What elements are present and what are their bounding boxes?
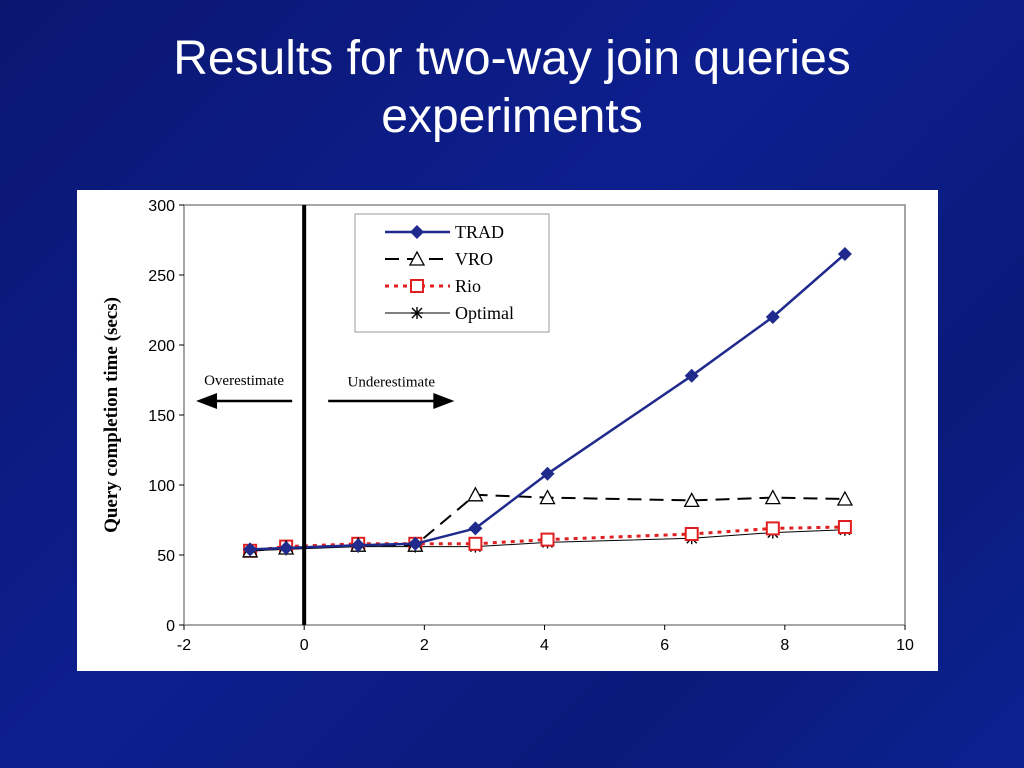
x-tick-label: 8 — [780, 637, 789, 654]
rio-square-marker — [837, 520, 852, 534]
legend-box — [354, 213, 550, 333]
trad-diamond-marker — [410, 225, 424, 239]
x-tick-label: 4 — [540, 637, 549, 654]
trad-diamond-marker — [684, 368, 699, 383]
chart-annotations: Overestimate Underestimate — [196, 205, 455, 625]
vro-triangle-marker — [467, 486, 484, 502]
x-tick-label: 10 — [896, 637, 914, 654]
trad-diamond-marker — [540, 466, 555, 481]
rio-square-marker — [765, 521, 780, 536]
rio-square-marker — [540, 532, 555, 547]
legend-label-rio: Rio — [455, 276, 481, 296]
x-tick-label: -2 — [177, 637, 191, 654]
trad-diamond-marker — [408, 536, 423, 551]
trad-diamond-marker — [243, 542, 258, 557]
chart-legend: TRAD VRO Rio Optimal — [354, 213, 550, 333]
y-tick-label: 150 — [148, 408, 175, 425]
star-stroke — [411, 307, 423, 319]
trad-diamond-marker — [765, 310, 780, 324]
y-axis-label: Query completion time (secs) — [101, 297, 122, 533]
trad-diamond-marker — [351, 538, 366, 553]
vro-triangle-marker — [408, 250, 426, 266]
chart-panel: -2 0 2 4 6 8 10 0 50 100 150 200 250 300 Query complet… — [77, 190, 938, 671]
overestimate-arrow-head — [196, 393, 218, 409]
slide-title: Results for two-way join queries experim… — [0, 30, 1024, 146]
x-tick-label: 0 — [300, 637, 309, 654]
trad-diamond-marker — [837, 247, 852, 261]
y-tick-label: 300 — [148, 198, 175, 215]
y-tick-label: 50 — [157, 548, 175, 565]
vro-triangle-marker — [836, 490, 854, 506]
x-tick-label: 6 — [660, 637, 669, 654]
overestimate-label: Overestimate — [204, 373, 284, 389]
y-tick-label: 200 — [148, 338, 175, 355]
chart-series — [242, 247, 854, 558]
vro-triangle-marker — [539, 489, 556, 505]
y-tick-label: 0 — [166, 618, 175, 635]
underestimate-label: Underestimate — [348, 374, 436, 390]
slide-title-line-1: Results for two-way join queries — [173, 32, 851, 85]
optimal-star-marker — [411, 307, 423, 319]
legend-label-vro: VRO — [455, 249, 493, 269]
vro-triangle-marker — [683, 492, 700, 508]
rio-square-marker — [410, 279, 424, 293]
slide-title-line-2: experiments — [381, 90, 643, 143]
y-tick-label: 100 — [148, 478, 175, 495]
rio-square-marker — [468, 536, 483, 551]
legend-label-optimal: Optimal — [455, 303, 514, 323]
x-tick-label: 2 — [420, 637, 429, 654]
rio-square-marker — [684, 527, 699, 541]
vro-triangle-marker — [764, 489, 781, 505]
trad-diamond-marker — [468, 521, 483, 536]
trad-diamond-marker — [279, 541, 294, 555]
y-tick-label: 250 — [148, 268, 175, 285]
legend-label-trad: TRAD — [455, 222, 504, 242]
underestimate-arrow-head — [433, 393, 455, 409]
